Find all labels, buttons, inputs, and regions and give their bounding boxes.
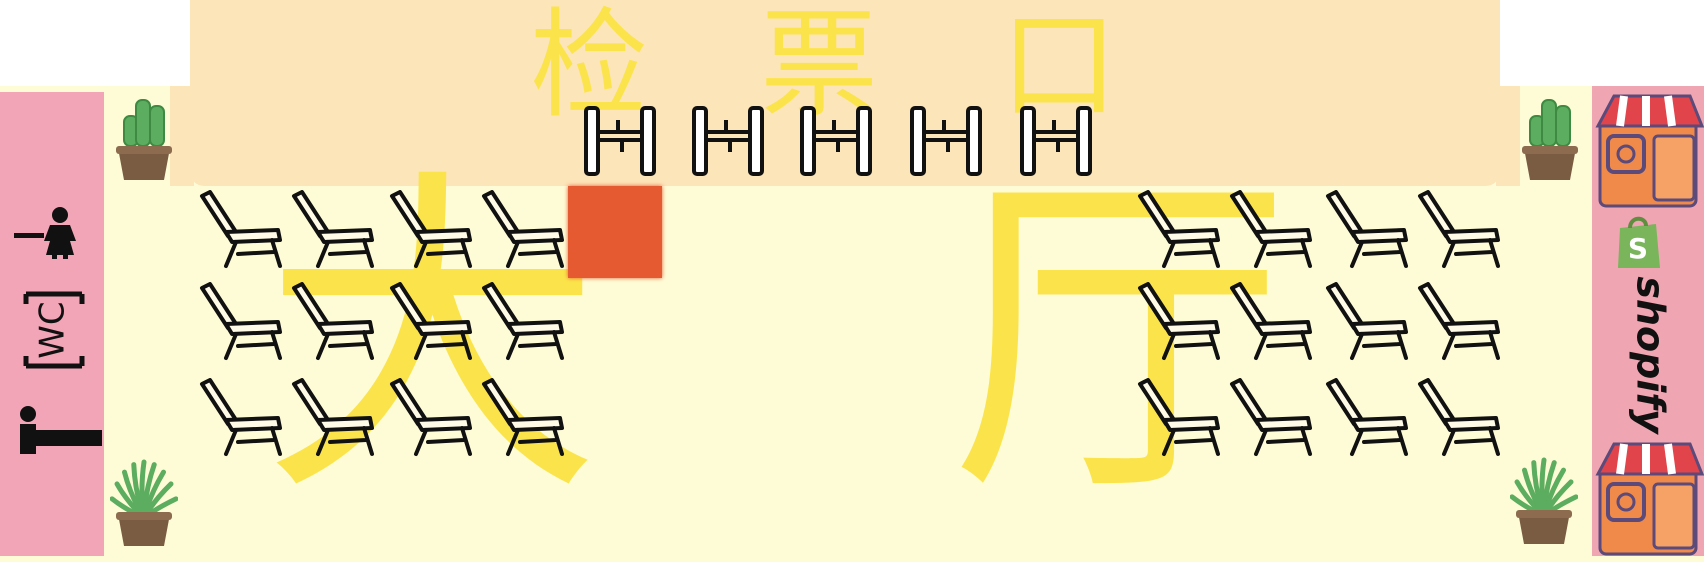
potted-plant-icon: [116, 99, 172, 180]
chair-icon[interactable]: [1134, 378, 1224, 458]
chair-icon[interactable]: [1134, 190, 1224, 270]
chair-icon[interactable]: [288, 378, 378, 458]
chair-icon[interactable]: [386, 378, 476, 458]
ticket-label-char-3: 口: [1000, 0, 1119, 134]
wc-label: WC: [33, 301, 73, 358]
chair-icon[interactable]: [386, 190, 476, 270]
chair-icon[interactable]: [478, 190, 568, 270]
ticket-area-wing-right: [1496, 86, 1520, 186]
chair-icon[interactable]: [1226, 190, 1316, 270]
ticket-gate-icon[interactable]: [582, 98, 658, 180]
shopify-badge-letter: S: [1628, 232, 1648, 265]
ticket-label-char-1: 检: [530, 0, 649, 134]
chair-icon[interactable]: [1414, 378, 1504, 458]
chair-icon[interactable]: [478, 378, 568, 458]
ticket-check-area: [190, 0, 1500, 186]
restroom-area[interactable]: WC: [0, 92, 104, 556]
chair-icon[interactable]: [1322, 378, 1412, 458]
ticket-gate-icon[interactable]: [908, 98, 984, 180]
chair-icon[interactable]: [1414, 282, 1504, 362]
male-restroom-icon: [20, 406, 102, 454]
chair-icon[interactable]: [1226, 282, 1316, 362]
potted-plant-icon: [1510, 457, 1578, 544]
chair-icon[interactable]: [1414, 190, 1504, 270]
chair-icon[interactable]: [196, 190, 286, 270]
chair-icon[interactable]: [1322, 190, 1412, 270]
shopify-bag-icon: S: [1618, 216, 1660, 268]
ticket-label-char-2: 票: [760, 0, 879, 134]
chair-icon[interactable]: [196, 282, 286, 362]
chair-icon[interactable]: [1226, 378, 1316, 458]
shop-icon: [1595, 94, 1704, 208]
ticket-gate-icon[interactable]: [690, 98, 766, 180]
chair-icon[interactable]: [288, 190, 378, 270]
female-restroom-icon: [14, 207, 76, 259]
chair-icon[interactable]: [196, 378, 286, 458]
shop-icon: [1595, 442, 1704, 556]
potted-plant-icon: [110, 459, 178, 546]
chair-icon[interactable]: [1134, 282, 1224, 362]
player-marker[interactable]: [568, 186, 662, 278]
chair-icon[interactable]: [386, 282, 476, 362]
potted-plant-icon: [1522, 99, 1578, 180]
chair-icon[interactable]: [478, 282, 568, 362]
ticket-gate-icon[interactable]: [1018, 98, 1094, 180]
wc-sign-icon: WC: [23, 291, 85, 369]
shopify-label: shopify: [1629, 276, 1673, 436]
hall-label-char-2: 厅: [950, 142, 1290, 538]
chair-icon[interactable]: [1322, 282, 1412, 362]
ticket-area-wing-left: [170, 86, 194, 186]
chair-icon[interactable]: [288, 282, 378, 362]
shopify-wordmark: shopify: [1629, 276, 1673, 436]
ticket-gate-icon[interactable]: [798, 98, 874, 180]
